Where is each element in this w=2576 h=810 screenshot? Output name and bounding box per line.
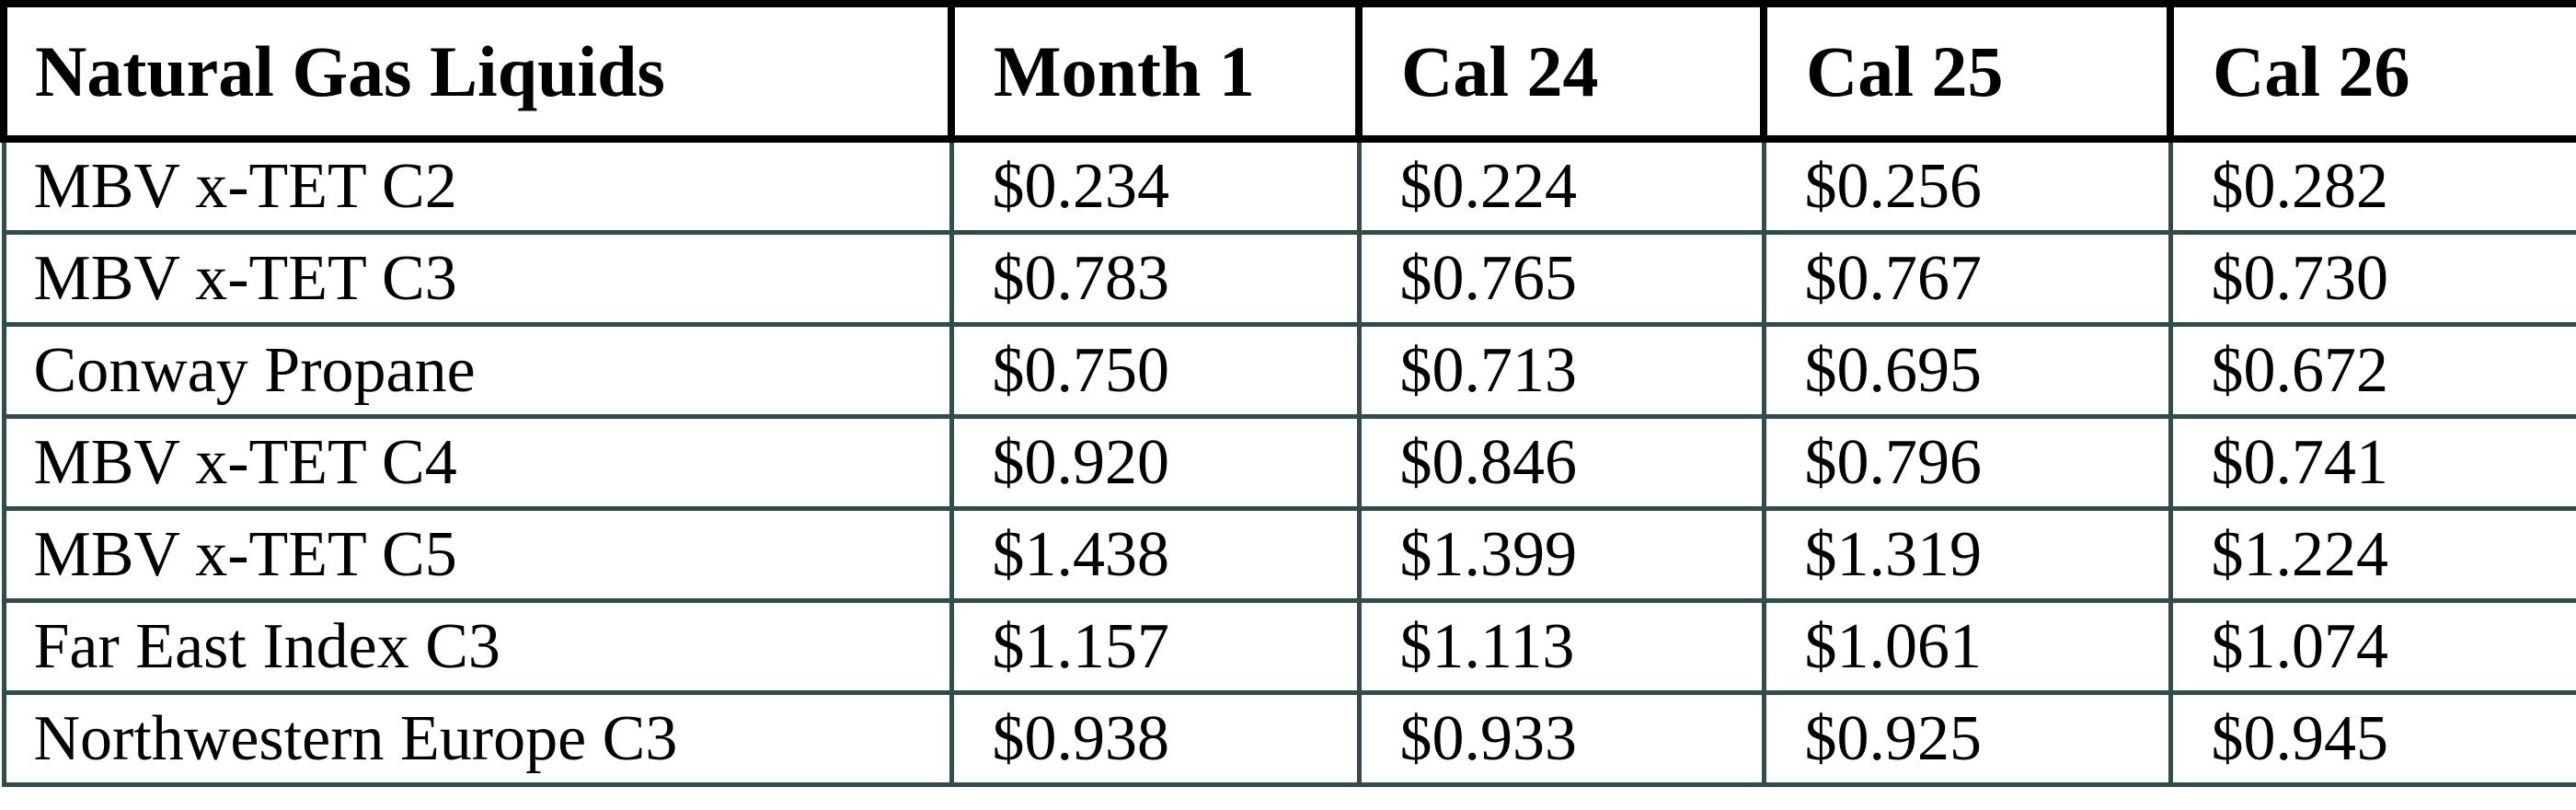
table-row: Far East Index C3 $1.157 $1.113 $1.061 $…	[1, 598, 2576, 695]
price-cell: $0.933	[1356, 690, 1766, 787]
column-header-month-1: Month 1	[948, 0, 1363, 143]
price-cell: $0.672	[2168, 322, 2576, 419]
table-row: MBV x-TET C3 $0.783 $0.765 $0.767 $0.730	[1, 230, 2576, 327]
column-header-cal-25: Cal 25	[1760, 0, 2174, 143]
table-row: Conway Propane $0.750 $0.713 $0.695 $0.6…	[1, 322, 2576, 419]
price-cell: $0.767	[1761, 230, 2173, 327]
row-label-cell: Conway Propane	[1, 322, 954, 419]
row-label-cell: MBV x-TET C3	[1, 230, 954, 327]
table-row: Northwestern Europe C3 $0.938 $0.933 $0.…	[1, 690, 2576, 787]
price-cell: $1.157	[949, 598, 1362, 695]
price-cell: $0.765	[1356, 230, 1766, 327]
row-label-cell: MBV x-TET C2	[1, 136, 954, 235]
price-cell: $0.938	[949, 690, 1362, 787]
price-cell: $0.741	[2168, 414, 2576, 511]
price-cell: $0.925	[1761, 690, 2173, 787]
price-cell: $0.256	[1761, 136, 2173, 235]
price-cell: $0.695	[1761, 322, 2173, 419]
table-row: MBV x-TET C5 $1.438 $1.399 $1.319 $1.224	[1, 506, 2576, 603]
row-label-cell: Far East Index C3	[1, 598, 954, 695]
price-cell: $0.783	[949, 230, 1362, 327]
natural-gas-liquids-price-table: Natural Gas Liquids Month 1 Cal 24 Cal 2…	[0, 0, 2576, 787]
table-title-header: Natural Gas Liquids	[0, 0, 955, 143]
price-cell: $1.438	[949, 506, 1362, 603]
table-row: MBV x-TET C4 $0.920 $0.846 $0.796 $0.741	[1, 414, 2576, 511]
price-cell: $0.846	[1356, 414, 1766, 511]
price-cell: $0.750	[949, 322, 1362, 419]
price-cell: $1.399	[1356, 506, 1766, 603]
price-cell: $0.920	[949, 414, 1362, 511]
table-row: MBV x-TET C2 $0.234 $0.224 $0.256 $0.282	[1, 136, 2576, 235]
table-header-row: Natural Gas Liquids Month 1 Cal 24 Cal 2…	[0, 0, 2576, 143]
price-cell: $0.234	[949, 136, 1362, 235]
price-cell: $0.945	[2168, 690, 2576, 787]
price-cell: $1.113	[1356, 598, 1766, 695]
price-cell: $0.713	[1356, 322, 1766, 419]
row-label-cell: Northwestern Europe C3	[1, 690, 954, 787]
row-label-cell: MBV x-TET C5	[1, 506, 954, 603]
price-cell: $0.730	[2168, 230, 2576, 327]
price-cell: $1.061	[1761, 598, 2173, 695]
price-cell: $1.224	[2168, 506, 2576, 603]
price-cell: $0.796	[1761, 414, 2173, 511]
price-cell: $0.224	[1356, 136, 1766, 235]
column-header-cal-24: Cal 24	[1355, 0, 1767, 143]
price-cell: $0.282	[2168, 136, 2576, 235]
row-label-cell: MBV x-TET C4	[1, 414, 954, 511]
price-cell: $1.074	[2168, 598, 2576, 695]
price-cell: $1.319	[1761, 506, 2173, 603]
column-header-cal-26: Cal 26	[2167, 0, 2576, 143]
